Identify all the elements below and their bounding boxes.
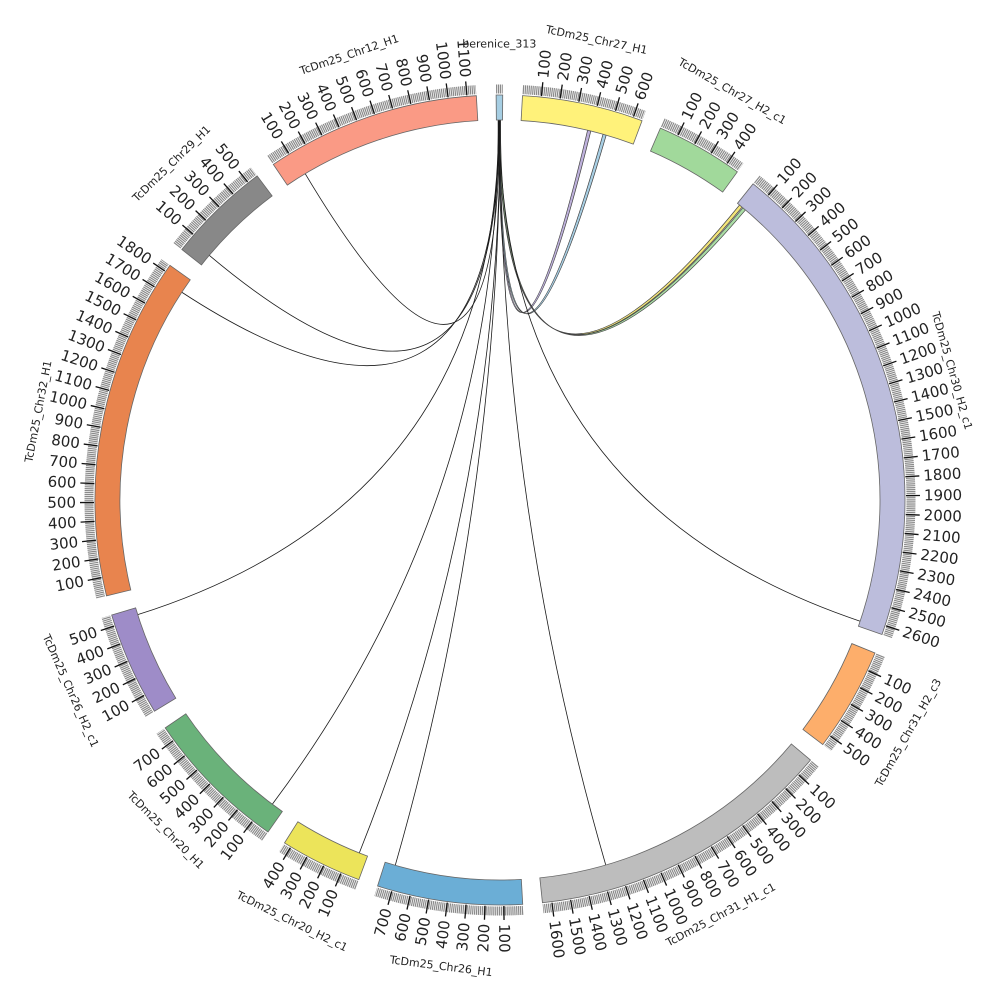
major-tick <box>81 521 95 522</box>
segment-block <box>737 184 905 635</box>
segment-tcdm25-chr30-h2-c1: 1002003004005006007008009001000110012001… <box>737 154 974 652</box>
tick-label: 2200 <box>919 546 959 569</box>
tick-label: 700 <box>48 452 78 472</box>
tick-label: 1100 <box>453 39 474 79</box>
tick-label: 2100 <box>922 526 962 547</box>
tick-label: 100 <box>495 924 513 953</box>
major-tick <box>466 81 467 95</box>
major-tick <box>905 533 919 534</box>
link-line <box>500 120 606 865</box>
tick-label: 600 <box>391 911 415 943</box>
segment-tcdm25-chr32-h1: 1002003004005006007008009001000110012001… <box>22 232 190 597</box>
major-tick <box>905 476 919 477</box>
major-tick <box>80 483 94 484</box>
tick-label: 1500 <box>565 916 589 957</box>
link-line <box>395 120 500 865</box>
major-tick <box>906 515 920 516</box>
tick-label: 400 <box>432 919 454 950</box>
link-ribbon <box>498 120 591 313</box>
major-tick <box>484 906 485 920</box>
tick-label: 800 <box>50 431 81 453</box>
tick-label: 200 <box>554 51 576 82</box>
segment-name-label: berenice_313 <box>462 37 536 50</box>
segment-block <box>521 96 642 145</box>
link-line <box>272 120 498 804</box>
tick-label: 100 <box>54 572 86 595</box>
major-tick <box>445 903 447 917</box>
link-ribbon <box>499 120 607 314</box>
major-tick <box>904 456 918 457</box>
tick-label: 1600 <box>918 422 958 446</box>
segment-tcdm25-chr12-h1: 10020030040050060070080090010001100TcDm2… <box>257 32 478 185</box>
link-ribbon <box>499 120 745 336</box>
tick-label: 900 <box>412 53 435 84</box>
tick-label: 500 <box>412 916 435 947</box>
segment-name-label: TcDm25_Chr32_H1 <box>22 359 54 464</box>
tick-label: 1900 <box>924 486 962 504</box>
tick-label: 200 <box>474 923 493 952</box>
link-line <box>209 120 499 351</box>
tick-label: 200 <box>51 553 82 575</box>
tick-label: 100 <box>534 49 555 79</box>
links-layer <box>138 120 860 865</box>
major-tick <box>84 444 98 446</box>
tick-label: 400 <box>48 513 78 532</box>
segment-block <box>285 822 368 880</box>
tick-label: 2000 <box>923 506 962 525</box>
tick-label: 300 <box>453 922 473 952</box>
segment-block <box>496 95 503 120</box>
link-line <box>359 120 500 853</box>
tick-label: 1600 <box>545 919 568 959</box>
segment-name-label: TcDm25_Chr26_H1 <box>388 953 493 979</box>
tick-label: 1700 <box>921 443 961 465</box>
tick-label: 1800 <box>923 465 962 485</box>
segment-block <box>540 744 811 903</box>
tick-label: 600 <box>47 473 76 492</box>
tick-label: 900 <box>53 410 84 433</box>
tick-label: 500 <box>47 494 76 512</box>
segment-tcdm25-chr31-h1-c1: 1002003004005006007008009001000110012001… <box>540 744 839 960</box>
tick-label: 1000 <box>432 40 455 80</box>
tick-label: 300 <box>49 533 79 554</box>
